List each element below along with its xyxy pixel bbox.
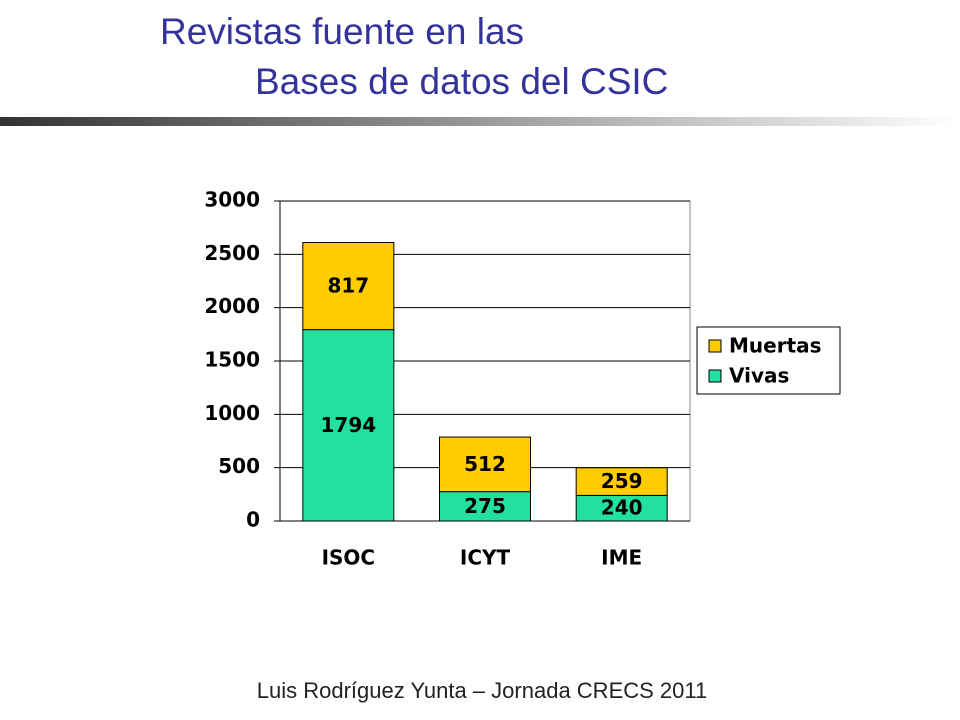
data-label: 817 [327,274,369,298]
legend-box [696,326,841,395]
legend-swatch [708,339,722,353]
chart: 0 500 1000 1500 2000 2500 3000 ISOC 1794 817 ICYT 2… [204,188,841,570]
bar-segment [439,436,531,493]
x-tick-label: ICYT [460,546,511,570]
y-tick-label: 2000 [204,294,260,318]
legend-label: Muertas [729,334,822,358]
bar-segment [302,241,395,331]
y-tick-label: 500 [218,454,260,478]
y-tick-label: 1500 [204,348,260,372]
data-label: 259 [601,469,643,493]
data-label: 1794 [320,413,376,437]
title-line: Revistas fuente en las [160,11,524,52]
bar-segment [575,494,668,522]
x-tick-label: ISOC [322,546,376,570]
title-rule [0,117,960,126]
bar-segment [575,467,668,496]
data-label: 240 [601,496,643,520]
y-tick-label: 3000 [204,188,260,212]
y-tick-label: 1000 [204,401,260,425]
footer: Luis Rodríguez Yunta – Jornada CRECS 201… [257,678,707,703]
bar-segment [302,329,395,522]
x-tick-label: IME [601,546,642,570]
y-tick-label: 2500 [204,241,260,265]
title-line: Bases de datos del CSIC [255,61,668,102]
legend-label: Vivas [729,364,789,388]
legend-swatch [708,369,722,383]
data-label: 275 [464,494,506,518]
data-label: 512 [464,452,506,476]
bar-segment [439,491,531,522]
y-tick-label: 0 [246,508,260,532]
